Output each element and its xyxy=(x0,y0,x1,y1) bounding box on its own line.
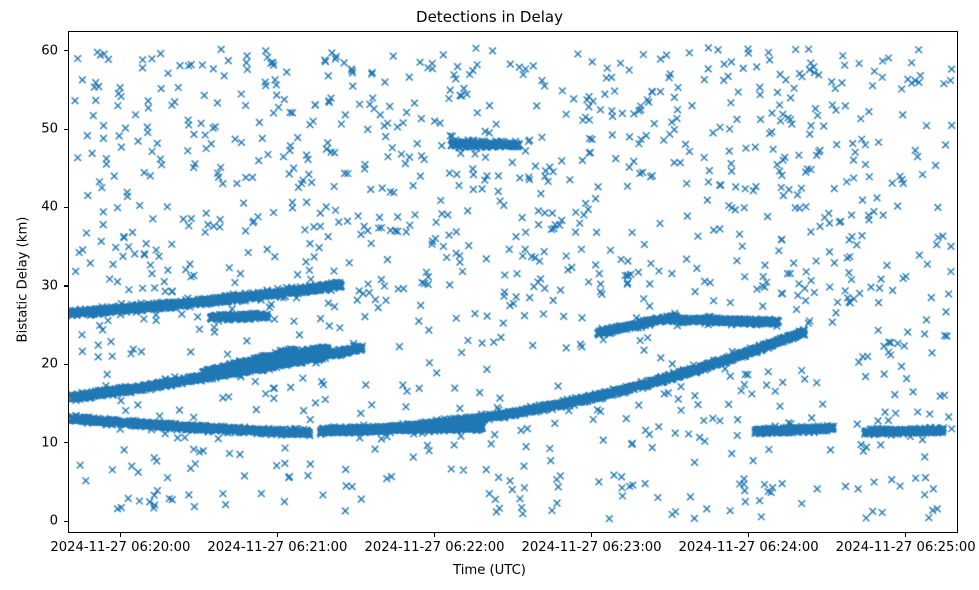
y-tick-mark xyxy=(64,363,68,365)
x-tick-mark xyxy=(433,533,436,537)
y-tick-mark xyxy=(64,128,68,130)
x-tick-mark xyxy=(119,533,121,537)
x-tick-label: 2024-11-27 06:25:00 xyxy=(835,540,976,555)
x-tick-mark xyxy=(905,533,907,537)
x-tick-label: 2024-11-27 06:24:00 xyxy=(678,540,819,555)
x-tick-mark xyxy=(748,533,750,537)
y-tick-label: 60 xyxy=(41,43,58,59)
y-tick-mark xyxy=(64,442,68,444)
plot-area[interactable] xyxy=(68,31,958,533)
y-tick-label: 20 xyxy=(41,356,58,372)
y-tick-mark xyxy=(64,206,68,209)
y-tick-label: 30 xyxy=(41,278,58,294)
x-tick-label: 2024-11-27 06:23:00 xyxy=(521,540,662,555)
x-axis-label: Time (UTC) xyxy=(453,563,526,578)
y-tick-mark xyxy=(64,520,68,522)
x-tick-mark xyxy=(591,533,593,537)
x-tick-label: 2024-11-27 06:21:00 xyxy=(207,540,348,555)
y-tick-mark xyxy=(64,285,68,287)
x-tick-mark xyxy=(276,533,278,537)
y-axis-label: Bistatic Delay (km) xyxy=(15,216,31,343)
y-tick-mark xyxy=(64,50,68,52)
y-tick-label: 0 xyxy=(49,513,58,529)
scatter-plot-canvas xyxy=(69,32,957,532)
x-tick-label: 2024-11-27 06:22:00 xyxy=(364,540,505,555)
y-tick-label: 40 xyxy=(41,199,58,215)
chart-title: Detections in Delay xyxy=(416,8,563,26)
y-axis-ticks: 0 10 20 30 40 50 60 xyxy=(0,0,58,590)
y-tick-label: 10 xyxy=(41,435,58,451)
y-tick-label: 50 xyxy=(41,121,58,137)
x-tick-label: 2024-11-27 06:20:00 xyxy=(50,540,191,555)
